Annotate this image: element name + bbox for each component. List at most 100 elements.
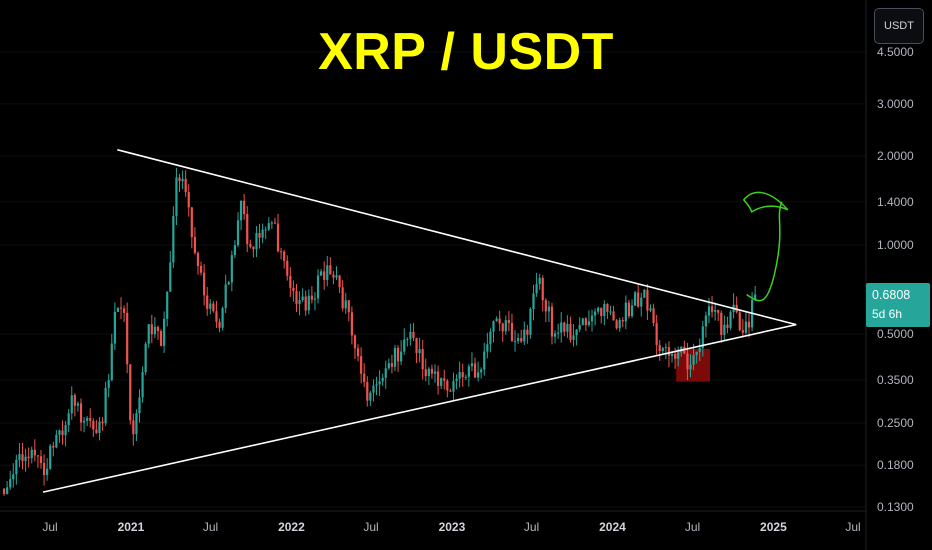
candle-body — [283, 251, 286, 261]
candle-body — [633, 292, 637, 306]
candle-body — [98, 421, 101, 433]
candle-body — [458, 372, 461, 379]
candle-body — [169, 262, 172, 292]
candle-body — [446, 380, 449, 391]
candle-body — [344, 300, 347, 309]
candle-body — [677, 352, 680, 359]
candle-body — [563, 322, 566, 332]
price-tick-label: 3.0000 — [877, 97, 914, 111]
candle-body — [221, 308, 224, 328]
candle-body — [741, 330, 744, 333]
candle-body — [2, 488, 6, 494]
candle-body — [544, 300, 547, 312]
candle-body — [467, 366, 470, 377]
candle-body — [575, 329, 578, 336]
candle-body — [273, 222, 277, 224]
candle-body — [372, 385, 375, 393]
time-tick-label: 2025 — [760, 520, 787, 534]
candle-body — [510, 323, 514, 342]
candle-body — [95, 429, 98, 433]
support-trendline — [42, 323, 797, 493]
price-tick-label: 0.1300 — [877, 500, 914, 514]
candle-body — [381, 377, 384, 382]
price-tick-label: 1.4000 — [877, 195, 914, 209]
candle-body — [30, 449, 33, 459]
candle-body — [412, 331, 415, 339]
candle-body — [655, 323, 658, 346]
projection-arrow-head — [742, 191, 789, 213]
candle-body — [129, 364, 132, 421]
candle-body — [49, 445, 52, 469]
price-axis[interactable]: 0.1300 0.1800 0.2500 0.3500 0.5000 1.0000 1.40… — [877, 45, 914, 514]
candle-body — [717, 309, 720, 313]
price-tick-label: 2.0000 — [877, 149, 914, 163]
candle-body — [172, 215, 175, 263]
candle-body — [113, 311, 116, 344]
candle-body — [203, 272, 206, 296]
candle-body — [61, 430, 64, 436]
candle-body — [550, 306, 554, 337]
candle-body — [480, 369, 483, 373]
candle-body — [279, 251, 283, 253]
candle-body — [255, 233, 258, 250]
candle-body — [126, 312, 129, 365]
candle-body — [243, 200, 246, 214]
candle-body — [153, 326, 156, 335]
candle-body — [455, 378, 458, 382]
candle-body — [276, 223, 280, 252]
candle-body — [476, 372, 480, 378]
candle-body — [661, 348, 664, 352]
candle-body — [427, 368, 430, 377]
candle-body — [132, 420, 135, 435]
time-tick-label: Jul — [363, 520, 378, 534]
candle-body — [738, 312, 741, 331]
time-tick-label: 2021 — [118, 520, 145, 534]
candle-body — [590, 315, 594, 322]
candle-body — [236, 220, 240, 246]
candle-body — [424, 369, 427, 377]
candle-body — [347, 300, 350, 313]
candle-body — [209, 303, 212, 309]
currency-button[interactable]: USDT — [874, 8, 924, 44]
candle-body — [107, 380, 110, 388]
price-tick-label: 0.5000 — [877, 327, 914, 341]
candle-body — [489, 331, 492, 345]
candle-body — [597, 307, 600, 312]
candle-body — [270, 222, 273, 224]
candle-body — [600, 307, 603, 317]
projection-arrow-line — [746, 201, 783, 302]
last-price-tag: 0.6808 5d 6h — [866, 283, 930, 327]
candle-body — [18, 454, 21, 460]
candle-body — [24, 456, 27, 462]
candle-body — [307, 295, 310, 311]
candle-body — [82, 420, 86, 423]
candle-body — [86, 418, 89, 421]
candle-body — [249, 243, 252, 247]
candle-body — [116, 307, 120, 312]
candle-body — [744, 321, 748, 333]
candle-body — [449, 390, 452, 392]
candle-body — [520, 338, 523, 342]
candle-body — [55, 434, 58, 448]
candle-body — [692, 354, 695, 365]
candle-body — [119, 307, 123, 309]
candle-body — [215, 311, 218, 322]
candle-body — [584, 318, 587, 326]
candle-body — [350, 312, 354, 336]
candle-body — [486, 344, 489, 352]
candle-body — [363, 373, 366, 383]
candle-body — [230, 255, 233, 283]
candle-body — [199, 265, 203, 273]
candle-body — [147, 324, 150, 344]
candle-body — [606, 303, 609, 312]
candle-body — [517, 338, 520, 342]
candle-body — [464, 376, 467, 378]
candle-body — [64, 425, 67, 436]
candle-body — [224, 284, 227, 309]
time-axis[interactable]: Jul 2021 Jul 2022 Jul 2023 Jul 2024 Jul 2025 Jul — [42, 520, 860, 534]
candle-body — [658, 345, 661, 352]
time-tick-label: Jul — [524, 520, 539, 534]
candle-body — [178, 177, 181, 182]
candle-body — [141, 372, 144, 398]
